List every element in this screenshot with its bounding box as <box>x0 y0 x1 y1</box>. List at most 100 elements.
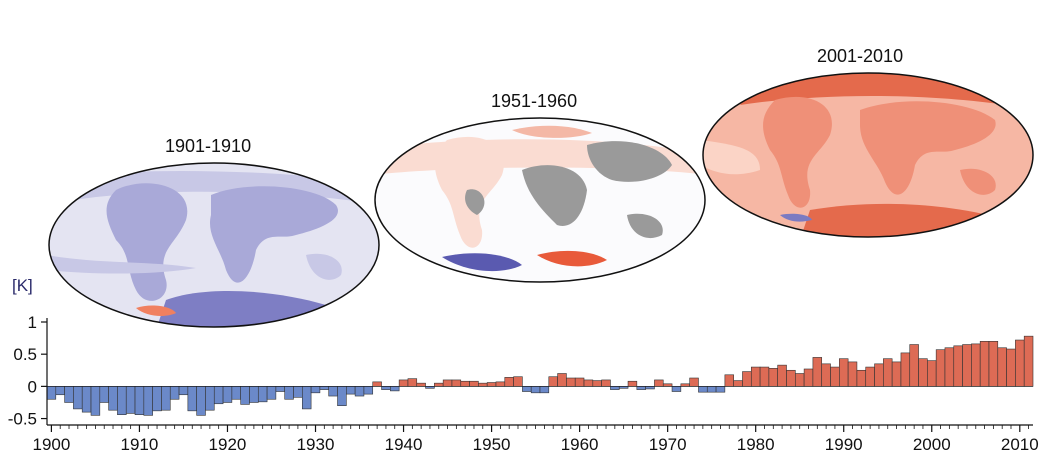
x-tick-label-1940: 1940 <box>385 435 423 454</box>
world-map-1951-1960 <box>374 117 706 283</box>
m0-cont3-region <box>306 253 342 280</box>
bar-1979 <box>742 371 752 387</box>
bar-1970 <box>662 383 673 387</box>
bar-1946 <box>451 379 462 387</box>
bar-1924 <box>257 386 268 403</box>
bar-1990 <box>839 358 849 387</box>
bar-1983 <box>777 364 787 387</box>
bar-1967 <box>636 386 646 390</box>
m0-cont2-region <box>209 186 338 283</box>
bar-1923 <box>249 386 259 403</box>
bar-1906 <box>99 386 109 403</box>
bar-1941 <box>407 378 418 387</box>
m1-grey2-region <box>587 141 672 182</box>
x-tick-label-1950: 1950 <box>473 435 511 454</box>
bar-1925 <box>266 386 277 400</box>
m2-cont2-region <box>860 101 996 195</box>
bar-1903 <box>73 386 83 410</box>
x-tick-label-2000: 2000 <box>913 435 951 454</box>
bar-1944 <box>434 382 444 387</box>
bar-2011 <box>1023 335 1034 387</box>
bar-1997 <box>900 352 911 387</box>
m1-warm-region <box>537 250 607 267</box>
map-title-1901-1910: 1901-1910 <box>165 136 252 156</box>
bar-1971 <box>671 386 682 392</box>
m1-grey4-region <box>465 189 485 215</box>
map-title-1951-1960: 1951-1960 <box>491 91 578 111</box>
bar-1926 <box>275 386 285 392</box>
bar-1976 <box>715 386 726 393</box>
bar-1989 <box>830 366 840 387</box>
bar-1949 <box>478 382 488 387</box>
x-tick-label-1980: 1980 <box>737 435 775 454</box>
bar-1957 <box>548 376 558 387</box>
bar-1975 <box>706 386 717 393</box>
bar-1927 <box>284 386 294 400</box>
x-tick-label-1920: 1920 <box>209 435 247 454</box>
bar-2006 <box>979 341 990 387</box>
bar-1982 <box>768 368 778 387</box>
world-map-1901-1910 <box>48 162 380 328</box>
bar-1993 <box>865 366 875 387</box>
bar-1914 <box>169 386 180 400</box>
bar-1913 <box>161 386 171 411</box>
world-map-2001-2010 <box>702 72 1034 238</box>
bar-1932 <box>328 386 338 397</box>
bar-1904 <box>81 386 92 413</box>
m0-band1-region <box>49 170 379 205</box>
bar-1986 <box>803 368 814 387</box>
bar-1952 <box>504 377 514 387</box>
bar-1919 <box>213 386 224 405</box>
bar-1936 <box>363 386 374 395</box>
bar-1933 <box>337 386 347 406</box>
bar-1998 <box>909 344 919 387</box>
bar-1984 <box>786 369 796 387</box>
bar-1960 <box>574 377 585 387</box>
bar-1930 <box>310 386 321 394</box>
bar-1909 <box>125 386 136 414</box>
bar-1922 <box>240 386 250 405</box>
bar-1956 <box>539 386 550 394</box>
bar-1965 <box>618 386 629 389</box>
bar-1968 <box>645 386 655 390</box>
x-tick-label-1960: 1960 <box>561 435 599 454</box>
bar-1951 <box>495 381 506 387</box>
y-axis-unit-label: [K] <box>12 276 33 295</box>
bar-1988 <box>821 363 831 387</box>
bar-1934 <box>346 386 356 395</box>
bar-1900 <box>46 386 57 400</box>
m2-cont3-region <box>960 168 996 195</box>
bar-1961 <box>583 379 594 387</box>
x-tick-label-1990: 1990 <box>825 435 863 454</box>
bar-1928 <box>293 386 303 398</box>
bar-1939 <box>390 386 400 392</box>
bar-1950 <box>486 382 497 387</box>
y-tick-label-0: 1 <box>28 313 37 332</box>
bar-1966 <box>627 380 638 387</box>
bar-1931 <box>319 386 330 390</box>
m0-warm-region <box>136 305 176 316</box>
bar-1981 <box>759 366 770 387</box>
bar-1978 <box>733 380 743 387</box>
x-tick-label-1900: 1900 <box>32 435 70 454</box>
bar-1996 <box>891 361 902 387</box>
bar-2010 <box>1015 339 1025 387</box>
bar-1992 <box>856 369 867 387</box>
m0-band2-region <box>49 255 196 274</box>
m2-cont1-region <box>763 96 832 208</box>
bar-1902 <box>64 386 74 403</box>
x-tick-label-2010: 2010 <box>1001 435 1039 454</box>
bar-1980 <box>750 366 761 387</box>
bar-1948 <box>469 380 479 387</box>
bar-1994 <box>874 363 884 387</box>
bar-2008 <box>997 347 1007 387</box>
bar-1940 <box>398 379 409 387</box>
bar-1954 <box>522 386 532 392</box>
y-tick-label-3: -0.5 <box>8 410 37 429</box>
bar-1935 <box>354 386 365 397</box>
bar-2001 <box>935 349 946 387</box>
bar-1999 <box>918 358 928 387</box>
x-tick-label-1970: 1970 <box>649 435 687 454</box>
bar-1947 <box>460 380 470 387</box>
bar-1973 <box>689 377 699 387</box>
